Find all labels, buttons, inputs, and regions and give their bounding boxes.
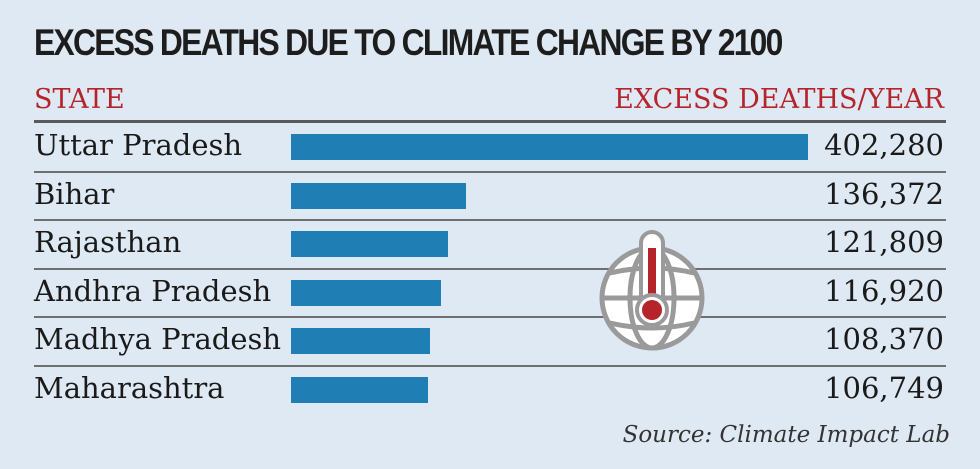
row-divider	[34, 170, 946, 173]
state-label: Bihar	[34, 176, 115, 211]
state-label: Rajasthan	[34, 225, 182, 259]
state-column-header: STATE	[34, 84, 125, 115]
bar	[291, 328, 431, 354]
globe-thermometer-icon	[599, 230, 705, 351]
chart-title: EXCESS DEATHS DUE TO CLIMATE CHANGE BY 2…	[34, 22, 783, 63]
state-label: Uttar Pradesh	[34, 128, 243, 162]
value-label: 121,809	[824, 225, 944, 259]
value-label: 116,920	[824, 273, 944, 308]
value-label: 108,370	[824, 322, 944, 356]
value-label: 106,749	[824, 370, 944, 405]
source-note: Source: Climate Impact Lab	[622, 422, 950, 448]
value-label: 136,372	[824, 176, 944, 211]
row-divider	[34, 267, 946, 270]
bar	[291, 279, 442, 306]
value-label: 402,280	[824, 128, 944, 162]
value-column-header: EXCESS DEATHS/YEAR	[614, 84, 944, 115]
row-divider	[34, 316, 946, 318]
row-divider	[34, 364, 946, 367]
bar	[291, 182, 467, 209]
bar	[291, 134, 808, 160]
bar	[291, 376, 429, 403]
row-divider	[34, 219, 946, 221]
state-label: Maharashtra	[34, 370, 225, 405]
state-label: Madhya Pradesh	[34, 322, 282, 356]
bar	[291, 231, 448, 257]
header-rule	[34, 120, 946, 123]
state-label: Andhra Pradesh	[34, 273, 272, 308]
